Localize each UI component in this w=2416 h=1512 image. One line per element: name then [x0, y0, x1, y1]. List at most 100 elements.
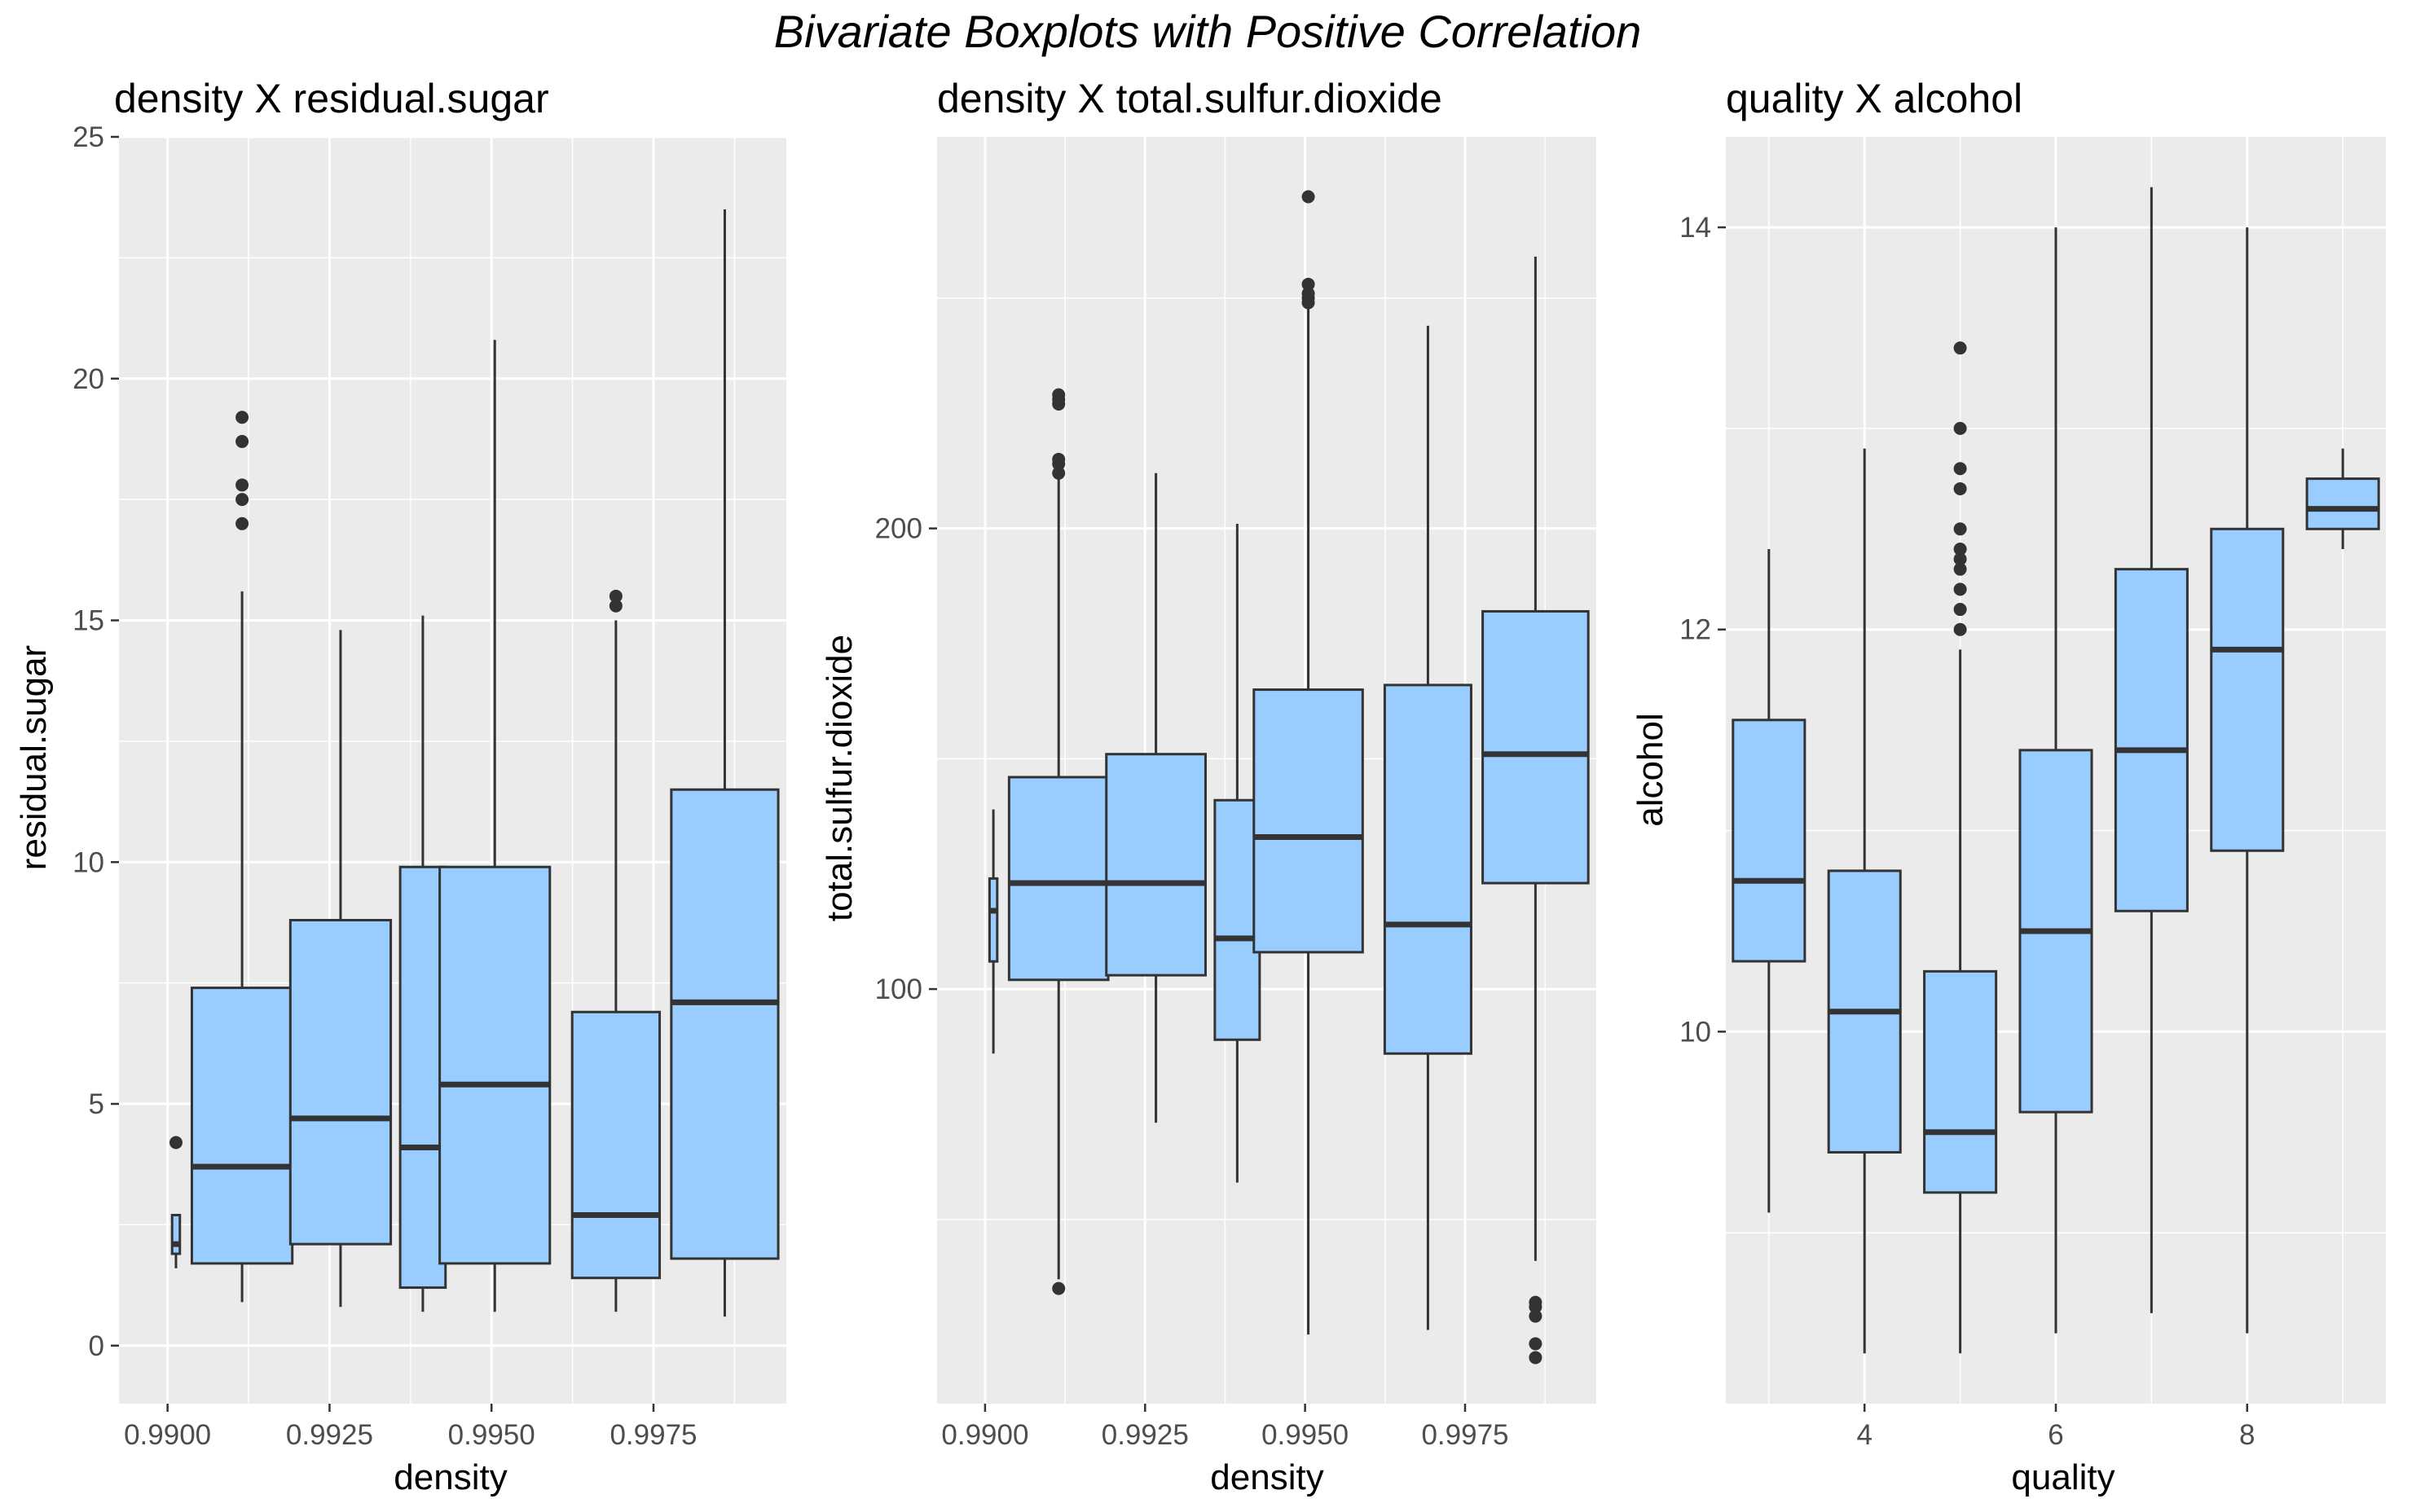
box-iqr [1383, 683, 1472, 1055]
outlier-point [1529, 1351, 1542, 1365]
outlier-point [1953, 582, 1967, 596]
box-iqr [288, 918, 393, 1246]
box-iqr [1007, 776, 1110, 982]
box-iqr [2114, 568, 2189, 912]
y-tick-label: 0 [89, 1330, 104, 1362]
outlier-point [235, 411, 249, 424]
box-iqr [1213, 798, 1261, 1041]
x-axis-title: density [1210, 1457, 1323, 1497]
x-tick-label: 0.9900 [124, 1419, 211, 1451]
outlier-point [235, 516, 249, 530]
y-tick-label: 20 [73, 363, 104, 395]
y-tick-label: 100 [875, 974, 922, 1005]
box [1732, 548, 1806, 1213]
box [438, 340, 552, 1312]
outlier-point [235, 434, 249, 448]
panel-residual-sugar: density X residual.sugar density residua… [14, 76, 786, 1497]
box [1383, 325, 1472, 1330]
plot-area: 0 5 10 15 20 25 0.9900 0.9925 0.9950 0.9975 [73, 121, 786, 1451]
outlier-point [235, 493, 249, 507]
box [2114, 187, 2189, 1313]
box [1252, 190, 1364, 1335]
panel-total-sulfur-dioxide: density X total.sulfur.dioxide density t… [820, 76, 1596, 1497]
y-tick-label: 14 [1679, 212, 1711, 244]
box-iqr [1732, 719, 1806, 963]
x-tick-label: 0.9975 [610, 1419, 697, 1451]
y-tick-label: 12 [1679, 614, 1711, 646]
x-tick-label: 0.9925 [1102, 1419, 1189, 1451]
x-axis-title: quality [2011, 1457, 2115, 1497]
box [288, 630, 393, 1308]
outlier-point [1052, 452, 1066, 466]
outlier-point [1301, 287, 1315, 301]
outlier-point [1953, 481, 1967, 495]
outlier-point [1529, 1337, 1542, 1351]
panel-alcohol: quality X alcohol quality alcohol 10 12 14… [1630, 76, 2386, 1497]
box [988, 809, 999, 1054]
box-iqr [1252, 688, 1364, 954]
outlier-point [1953, 522, 1967, 536]
outlier-point [1953, 341, 1967, 355]
x-tick-label: 0.9900 [941, 1419, 1028, 1451]
box-iqr [170, 1214, 182, 1255]
box [190, 411, 294, 1303]
box-iqr [438, 865, 552, 1265]
box-iqr [2305, 477, 2380, 530]
outlier-point [1301, 277, 1315, 291]
box [398, 615, 447, 1312]
outlier-point [1953, 462, 1967, 476]
y-axis-title: residual.sugar [14, 645, 54, 870]
box-iqr [190, 987, 294, 1265]
x-tick-label: 0.9950 [1261, 1419, 1349, 1451]
panel-title: density X total.sulfur.dioxide [937, 76, 1442, 121]
box-iqr [1481, 609, 1590, 885]
box-iqr [398, 865, 447, 1290]
box [1213, 523, 1261, 1183]
outlier-point [1953, 542, 1967, 556]
x-axis-title: density [394, 1457, 507, 1497]
box [169, 1136, 183, 1268]
y-axis-title: alcohol [1630, 713, 1670, 826]
panel-title: quality X alcohol [1726, 76, 2022, 121]
box [1481, 257, 1590, 1365]
plot-area: 10 12 14 4 6 8 [1679, 137, 2386, 1451]
y-tick-label: 10 [73, 846, 104, 878]
box-iqr [1105, 753, 1207, 977]
box [570, 589, 662, 1312]
outlier-point [1052, 466, 1066, 480]
panel-title: density X residual.sugar [114, 76, 549, 121]
y-tick-label: 15 [73, 605, 104, 637]
outlier-point [235, 478, 249, 492]
box [2305, 448, 2380, 549]
y-axis-title: total.sulfur.dioxide [820, 635, 860, 921]
outlier-point [1529, 1309, 1542, 1323]
plot-area: 100 200 0.9900 0.9925 0.9950 0.9975 [875, 137, 1596, 1451]
outlier-point [1301, 190, 1315, 204]
outlier-point [609, 589, 623, 603]
y-tick-label: 5 [89, 1088, 104, 1120]
outlier-point [1953, 622, 1967, 636]
outlier-point [1052, 1281, 1066, 1295]
outlier-point [1953, 562, 1967, 576]
box-iqr [1923, 969, 1998, 1194]
box-iqr [2210, 527, 2285, 852]
outlier-point [1953, 603, 1967, 617]
box [1827, 448, 1902, 1354]
x-tick-label: 8 [2239, 1419, 2255, 1451]
figure-title: Bivariate Boxplots with Positive Correla… [774, 6, 1641, 57]
box [1007, 388, 1110, 1295]
outlier-point [1953, 421, 1967, 435]
box [1105, 472, 1207, 1123]
box-iqr [570, 1010, 662, 1280]
y-tick-label: 10 [1679, 1016, 1711, 1048]
box-iqr [988, 877, 999, 963]
x-tick-label: 6 [2048, 1419, 2063, 1451]
outlier-point [1529, 1295, 1542, 1309]
outlier-point [609, 599, 623, 613]
x-tick-label: 0.9975 [1421, 1419, 1508, 1451]
box [2018, 227, 2093, 1334]
x-tick-label: 0.9925 [286, 1419, 373, 1451]
x-tick-label: 4 [1856, 1419, 1872, 1451]
box [670, 209, 780, 1317]
y-tick-label: 200 [875, 513, 922, 545]
